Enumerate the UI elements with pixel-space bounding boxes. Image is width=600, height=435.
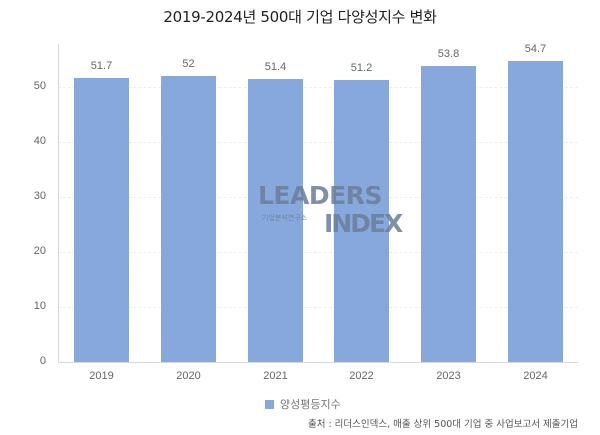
y-tick: 10 <box>33 300 46 312</box>
x-tick: 2021 <box>263 370 288 382</box>
legend-swatch-icon <box>265 399 274 409</box>
x-axis <box>58 362 578 363</box>
bar-2019 <box>74 77 129 362</box>
value-label: 51.4 <box>264 61 287 74</box>
x-tick: 2019 <box>89 370 114 382</box>
watermark-index: INDEX <box>324 209 403 238</box>
bar-2020 <box>161 76 216 362</box>
watermark-sub: 기업분석연구소 <box>262 214 308 222</box>
gridline <box>58 197 578 198</box>
legend-label: 양성평등지수 <box>280 398 341 411</box>
gridline <box>58 142 578 143</box>
x-tick: 2022 <box>349 370 374 382</box>
value-label: 51.2 <box>350 62 373 75</box>
bar-2023 <box>421 66 476 362</box>
value-label: 53.8 <box>437 48 460 61</box>
gridline <box>58 87 578 88</box>
gridline <box>58 307 578 308</box>
y-tick: 20 <box>33 245 46 257</box>
value-label: 51.7 <box>90 59 113 72</box>
gridline <box>58 252 578 253</box>
y-tick: 0 <box>39 355 46 367</box>
y-tick: 50 <box>33 80 46 92</box>
y-tick: 40 <box>33 135 46 147</box>
chart-title: 2019-2024년 500대 기업 다양성지수 변화 <box>163 8 437 26</box>
watermark-main: LEADERS <box>258 181 382 210</box>
y-tick: 30 <box>33 190 46 202</box>
bar-2022 <box>334 80 389 362</box>
value-label: 52 <box>182 58 195 70</box>
x-tick: 2023 <box>436 370 461 382</box>
value-label: 54.7 <box>524 43 547 56</box>
y-axis <box>58 44 59 362</box>
legend: 양성평등지수 <box>265 396 341 412</box>
bar-2021 <box>248 79 303 362</box>
source-note: 출처 : 리더스인덱스, 매출 상위 500대 기업 중 사업보고서 제출기업 <box>307 419 578 430</box>
bar-2024 <box>508 61 563 362</box>
watermark-logo: LEADERS 기업분석연구소 INDEX <box>258 181 403 237</box>
x-tick: 2020 <box>176 370 201 382</box>
x-tick: 2024 <box>523 370 548 382</box>
